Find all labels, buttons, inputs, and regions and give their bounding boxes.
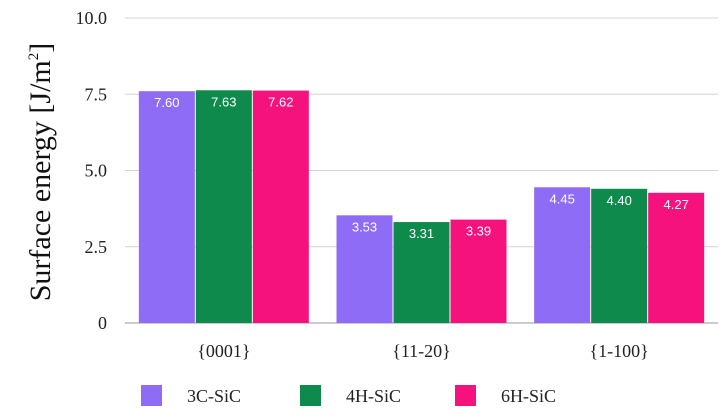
y-tick-label: 2.5 (85, 237, 108, 257)
data-label: 3.39 (466, 224, 491, 239)
data-label: 4.27 (664, 197, 689, 212)
y-tick-label: 0 (98, 313, 107, 333)
legend-item-3c-sic: 3C-SiC (141, 385, 241, 406)
category-label: {11-20} (392, 341, 451, 361)
bar-3c-sic (138, 91, 195, 323)
legend-item-4h-sic: 4H-SiC (300, 385, 401, 406)
data-label: 4.40 (607, 193, 632, 208)
bar-6h-sic (252, 90, 309, 323)
bar-6h-sic (450, 219, 507, 323)
bar-4h-sic (393, 222, 450, 323)
y-axis-label-superscript: 2 (26, 53, 42, 61)
category-label: {1-100} (590, 341, 649, 361)
y-axis-label-close: ] (24, 43, 57, 53)
bar-4h-sic (591, 188, 648, 323)
data-label: 7.60 (154, 95, 179, 110)
data-label: 3.53 (352, 219, 377, 234)
legend-swatch (300, 385, 321, 406)
data-label: 4.45 (550, 191, 575, 206)
y-axis-label: Surface energy [J/m2] (24, 43, 57, 302)
y-axis-label-main: Surface energy [J/m (24, 60, 57, 301)
legend-label: 3C-SiC (187, 386, 241, 406)
category-label: {0001} (197, 341, 250, 361)
data-label: 7.62 (268, 95, 293, 110)
y-tick-label: 10.0 (76, 8, 108, 28)
bar-3c-sic (336, 215, 393, 323)
legend-label: 4H-SiC (346, 386, 401, 406)
legend-item-6h-sic: 6H-SiC (455, 385, 556, 406)
category-labels: {0001} {11-20} {1-100} (197, 341, 649, 361)
bar-6h-sic (648, 192, 705, 323)
legend: 3C-SiC 4H-SiC 6H-SiC (141, 385, 556, 406)
legend-swatch (141, 385, 162, 406)
data-label: 3.31 (409, 226, 434, 241)
y-tick-label: 7.5 (85, 84, 108, 104)
y-tick-labels: 0 2.5 5.0 7.5 10.0 (76, 8, 108, 333)
bar-3c-sic (534, 187, 591, 323)
data-label: 7.63 (211, 94, 236, 109)
legend-label: 6H-SiC (501, 386, 556, 406)
y-tick-label: 5.0 (85, 161, 108, 181)
legend-swatch (455, 385, 476, 406)
bars: 7.60 7.63 7.62 3.53 3.31 3.39 4.45 4.40 4.27 (138, 90, 705, 323)
bar-4h-sic (195, 90, 252, 323)
